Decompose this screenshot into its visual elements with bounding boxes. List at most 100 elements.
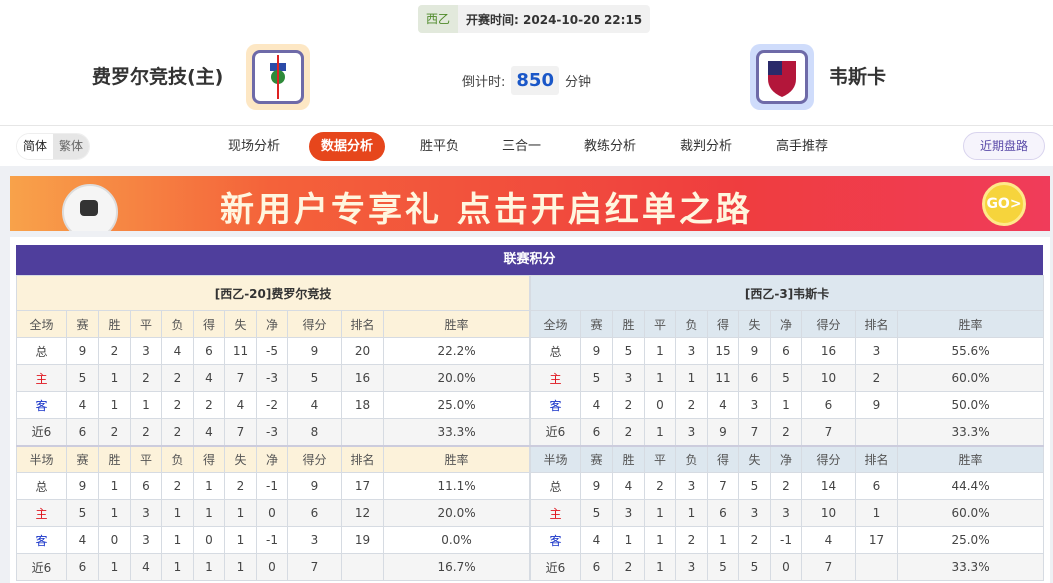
column-header: 负: [675, 310, 708, 338]
table-cell: 客: [16, 526, 67, 554]
table-row: 近6 6 2 1 3 5 5 0 7 33.3%: [530, 553, 1045, 581]
table-row: 主 5 1 2 2 4 7 -3 5 16 20.0%: [16, 364, 531, 392]
table-cell: 33.3%: [896, 418, 1045, 446]
match-info: 西乙 开赛时间: 2024-10-20 22:15: [418, 5, 651, 33]
tab-referee[interactable]: 裁判分析: [680, 139, 733, 154]
table-cell: 14: [801, 472, 856, 500]
table-cell: 1: [161, 499, 194, 527]
table-cell: 6: [738, 364, 771, 392]
table-cell: 1: [644, 553, 676, 581]
table-cell: 1: [161, 553, 194, 581]
table-cell: 4: [161, 337, 194, 365]
table-cell: 6: [287, 499, 342, 527]
nav-bar: 简体 繁体 现场分析 数据分析 胜平负 三合一 教练分析 裁判分析 高手推荐 近…: [0, 125, 1053, 165]
go-button[interactable]: GO>: [982, 182, 1026, 226]
table-cell: 16: [801, 337, 856, 365]
table-cell: -3: [256, 364, 288, 392]
table-cell: 0: [193, 526, 225, 554]
table-cell: 4: [130, 553, 162, 581]
table-cell: 7: [224, 418, 257, 446]
table-cell: [855, 418, 898, 446]
table-cell: -1: [770, 526, 802, 554]
table-cell: 1: [98, 391, 131, 419]
table-cell: 0: [644, 391, 676, 419]
table-cell: 1: [224, 553, 257, 581]
table-cell: 1: [161, 526, 194, 554]
table-cell: 1: [644, 526, 676, 554]
column-header: 排名: [341, 310, 384, 338]
table-cell: 1: [612, 526, 645, 554]
away-team-name[interactable]: 韦斯卡: [829, 66, 887, 88]
simplified-button[interactable]: 简体: [17, 134, 54, 159]
tab-data-analysis[interactable]: 数据分析: [309, 132, 386, 161]
table-cell: 3: [675, 472, 708, 500]
table-cell: 9: [287, 472, 342, 500]
table-cell: 3: [738, 391, 771, 419]
column-header: 胜率: [382, 310, 531, 338]
table-cell: 0: [256, 553, 288, 581]
column-header: 半场: [530, 444, 581, 473]
table-cell: [341, 418, 384, 446]
table-cell: 2: [738, 526, 771, 554]
tab-live[interactable]: 现场分析: [228, 139, 281, 154]
team-standing-header: [西乙-20]费罗尔竞技: [15, 275, 531, 311]
table-cell: 2: [644, 472, 676, 500]
table-cell: 55.6%: [896, 337, 1045, 365]
column-header: 负: [161, 444, 194, 473]
table-row: 总 9 4 2 3 7 5 2 14 6 44.4%: [530, 472, 1045, 500]
table-cell: 1: [130, 391, 162, 419]
column-header: 胜: [98, 310, 131, 338]
table-cell: 9: [855, 391, 898, 419]
home-team-logo[interactable]: [246, 44, 310, 110]
away-team-logo[interactable]: [750, 44, 814, 110]
table-cell: 12: [341, 499, 384, 527]
table-cell: 0: [98, 526, 131, 554]
table-cell: 2: [161, 364, 194, 392]
promo-banner[interactable]: 新用户专享礼 点击开启红单之路 GO>: [10, 176, 1050, 231]
column-header: 负: [161, 310, 194, 338]
league-badge[interactable]: 西乙: [418, 5, 459, 33]
table-cell: 9: [287, 337, 342, 365]
table-cell: 主: [530, 364, 581, 392]
table-cell: 1: [675, 364, 708, 392]
column-header: 全场: [530, 310, 581, 338]
table-cell: 9: [707, 418, 739, 446]
column-header: 失: [224, 310, 257, 338]
column-header: 胜率: [382, 444, 531, 473]
table-cell: 1: [224, 499, 257, 527]
table-cell: 4: [580, 391, 613, 419]
column-header: 净: [256, 310, 288, 338]
column-header: 平: [644, 444, 676, 473]
table-cell: 主: [16, 364, 67, 392]
tab-coach[interactable]: 教练分析: [584, 139, 637, 154]
soccer-ball-icon: [62, 184, 118, 231]
recent-odds-button[interactable]: 近期盘路: [963, 132, 1045, 160]
table-cell: 5: [287, 364, 342, 392]
table-cell: 3: [855, 337, 898, 365]
table-cell: 0.0%: [382, 526, 531, 554]
table-cell: 客: [530, 526, 581, 554]
table-cell: 主: [530, 499, 581, 527]
tab-experts[interactable]: 高手推荐: [776, 139, 829, 154]
table-cell: 1: [98, 364, 131, 392]
table-cell: 25.0%: [382, 391, 531, 419]
table-cell: 5: [738, 472, 771, 500]
table-row: 总 9 5 1 3 15 9 6 16 3 55.6%: [530, 337, 1045, 365]
table-cell: 2: [224, 472, 257, 500]
column-header: 胜: [612, 310, 645, 338]
column-header: 得: [193, 444, 225, 473]
table-cell: 2: [675, 526, 708, 554]
tab-win-draw-loss[interactable]: 胜平负: [420, 139, 460, 154]
table-cell: 3: [130, 337, 162, 365]
table-cell: [855, 553, 898, 581]
table-row: 主 5 3 1 1 6 3 3 10 1 60.0%: [530, 499, 1045, 527]
countdown: 倒计时: 850 分钟: [462, 66, 591, 95]
table-row: 总 9 1 6 2 1 2 -1 9 17 11.1%: [16, 472, 531, 500]
table-cell: 1: [98, 472, 131, 500]
column-header-row: 半场赛胜平负得失净得分 排名 胜率: [530, 444, 1045, 473]
home-team-name[interactable]: 费罗尔竞技(主): [92, 66, 224, 88]
table-cell: 5: [580, 499, 613, 527]
column-header: 平: [644, 310, 676, 338]
tab-three-in-one[interactable]: 三合一: [502, 139, 542, 154]
traditional-button[interactable]: 繁体: [53, 134, 90, 159]
